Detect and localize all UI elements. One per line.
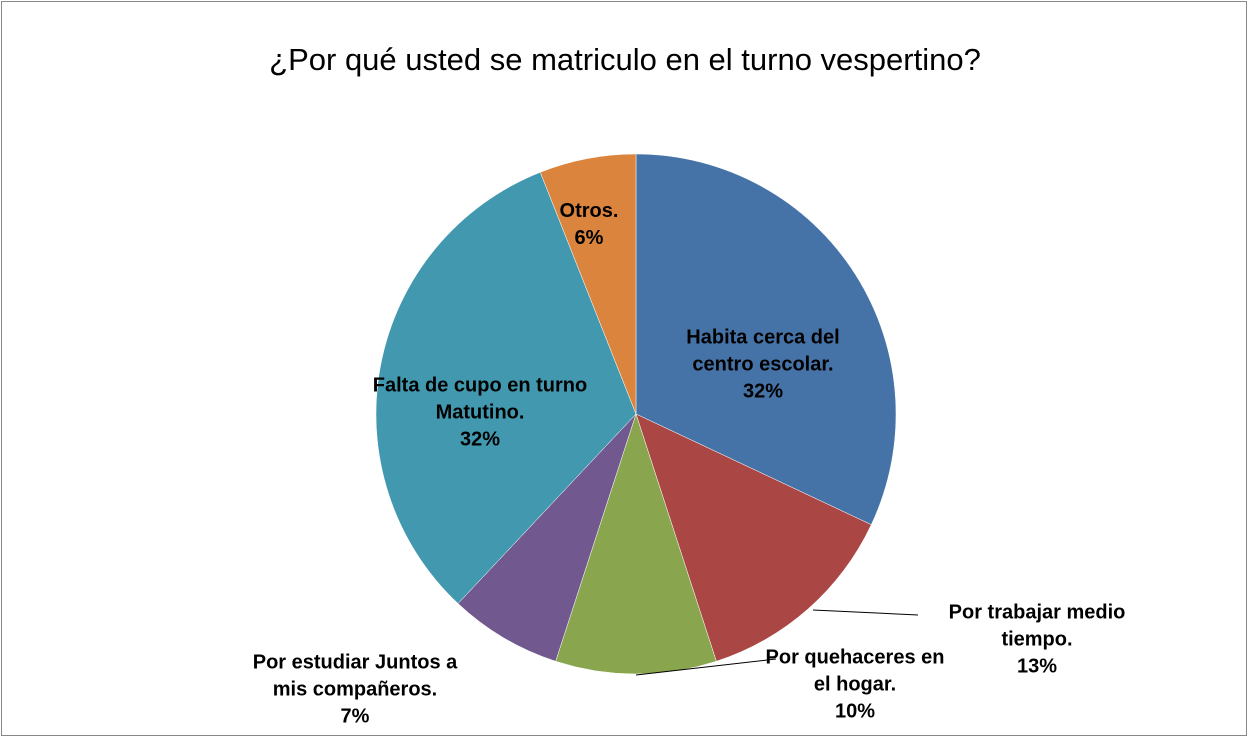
label-value: 32% — [459, 428, 501, 451]
label-value: 6% — [574, 227, 604, 249]
label-category: Habita cerca del centro escolar. — [686, 326, 840, 376]
data-label: Otros. 6% — [539, 198, 639, 252]
label-value: 10% — [834, 700, 876, 723]
pie-slice — [635, 153, 897, 526]
data-label: Habita cerca del centro escolar. 32% — [653, 325, 873, 406]
leader-line — [812, 609, 919, 616]
pie-slice — [555, 413, 717, 675]
pie-slice — [457, 413, 637, 662]
leader-line — [635, 658, 777, 676]
data-label: Por quehaceres en el hogar. 10% — [765, 645, 945, 726]
data-label: Por trabajar medio tiempo. 13% — [917, 600, 1157, 681]
label-category: Otros. — [559, 200, 619, 222]
data-label: Falta de cupo en turno Matutino. 32% — [370, 373, 590, 454]
pie-slice — [635, 413, 872, 662]
chart-title: ¿Por qué usted se matriculo en el turno … — [269, 42, 981, 77]
label-category: Por trabajar medio tiempo. — [948, 601, 1126, 651]
label-category: Por estudiar Juntos a mis compañeros. — [252, 651, 458, 701]
label-category: Falta de cupo en turno Matutino. — [372, 374, 588, 424]
data-label: Por estudiar Juntos a mis compañeros. 7% — [235, 650, 475, 731]
label-value: 7% — [340, 705, 370, 728]
pie-slice — [375, 171, 637, 604]
label-category: Por quehaceres en el hogar. — [765, 646, 945, 696]
pie-slice — [539, 153, 637, 415]
label-value: 13% — [1016, 655, 1058, 678]
label-value: 32% — [742, 380, 784, 403]
